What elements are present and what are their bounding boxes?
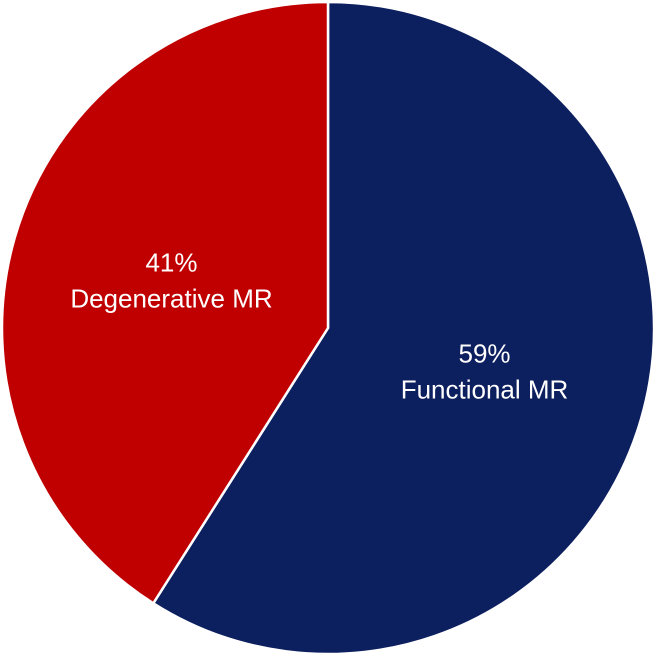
value-label: 41% (145, 247, 197, 277)
pie-slice (0, 0, 330, 605)
category-label: Functional MR (401, 374, 569, 404)
pie-slice (151, 0, 656, 656)
value-label: 59% (459, 338, 511, 368)
category-label: Degenerative MR (70, 283, 272, 313)
